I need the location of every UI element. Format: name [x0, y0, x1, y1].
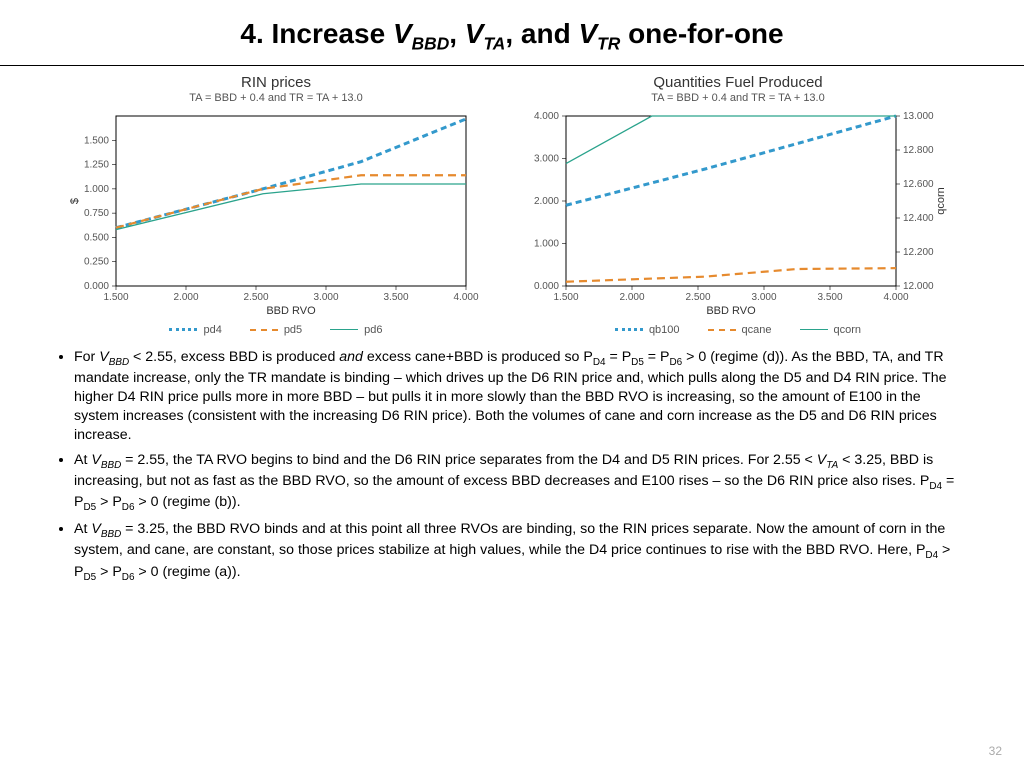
- page-number: 32: [989, 744, 1002, 758]
- svg-text:3.500: 3.500: [817, 292, 842, 303]
- title-sep2: , and: [505, 18, 578, 49]
- legend-item: pd5: [250, 324, 302, 336]
- svg-text:12.200: 12.200: [903, 247, 934, 258]
- svg-text:12.400: 12.400: [903, 213, 934, 224]
- title-s3: TR: [597, 34, 620, 54]
- left-chart-subtitle: TA = BBD + 0.4 and TR = TA + 13.0: [189, 92, 362, 104]
- legend-item: pd4: [169, 324, 221, 336]
- title-v3: V: [578, 18, 597, 49]
- svg-text:qcorn: qcorn: [935, 187, 947, 215]
- bullets-block: For VBBD < 2.55, excess BBD is produced …: [0, 336, 1024, 584]
- title-s2: TA: [483, 34, 505, 54]
- svg-text:2.000: 2.000: [619, 292, 644, 303]
- svg-text:0.250: 0.250: [84, 256, 109, 267]
- legend-swatch: [250, 329, 278, 331]
- svg-text:2.500: 2.500: [685, 292, 710, 303]
- legend-swatch: [708, 329, 736, 331]
- svg-text:0.500: 0.500: [84, 232, 109, 243]
- left-chart-svg: 0.000 0.250 0.500 0.750 1.000 1.250 1.500 1.500…: [66, 108, 486, 318]
- right-chart-subtitle: TA = BBD + 0.4 and TR = TA + 13.0: [651, 92, 824, 104]
- title-rule: [0, 65, 1024, 66]
- title-v2: V: [465, 18, 484, 49]
- bullet-item: For VBBD < 2.55, excess BBD is produced …: [74, 348, 968, 445]
- right-chart-svg: 0.0001.0002.0003.0004.00012.00012.20012.…: [518, 108, 958, 318]
- svg-text:4.000: 4.000: [453, 292, 478, 303]
- bullet-item: At VBBD = 3.25, the BBD RVO binds and at…: [74, 520, 968, 583]
- svg-text:1.500: 1.500: [103, 292, 128, 303]
- svg-text:3.000: 3.000: [313, 292, 338, 303]
- legend-item: qcane: [708, 324, 772, 336]
- right-legend: qb100 qcane qcorn: [615, 324, 861, 336]
- legend-label: pd6: [364, 324, 382, 336]
- right-chart: Quantities Fuel Produced TA = BBD + 0.4 …: [518, 74, 958, 336]
- svg-text:4.000: 4.000: [883, 292, 908, 303]
- svg-text:12.800: 12.800: [903, 145, 934, 156]
- legend-swatch: [330, 329, 358, 330]
- legend-label: pd4: [203, 324, 221, 336]
- svg-text:1.000: 1.000: [84, 183, 109, 194]
- left-legend: pd4 pd5 pd6: [169, 324, 382, 336]
- title-post: one-for-one: [620, 18, 783, 49]
- title-s1: BBD: [412, 34, 450, 54]
- svg-text:1.500: 1.500: [84, 135, 109, 146]
- svg-text:$: $: [69, 198, 81, 204]
- legend-item: qb100: [615, 324, 680, 336]
- legend-item: pd6: [330, 324, 382, 336]
- svg-text:1.000: 1.000: [534, 238, 559, 249]
- title-pre: 4. Increase: [240, 18, 393, 49]
- legend-label: pd5: [284, 324, 302, 336]
- charts-row: RIN prices TA = BBD + 0.4 and TR = TA + …: [0, 74, 1024, 336]
- svg-text:BBD RVO: BBD RVO: [706, 305, 756, 317]
- left-chart-title: RIN prices: [241, 74, 311, 91]
- svg-text:1.250: 1.250: [84, 159, 109, 170]
- left-chart: RIN prices TA = BBD + 0.4 and TR = TA + …: [66, 74, 486, 336]
- svg-text:0.000: 0.000: [534, 281, 559, 292]
- legend-swatch: [169, 328, 197, 331]
- svg-text:3.500: 3.500: [383, 292, 408, 303]
- legend-label: qb100: [649, 324, 680, 336]
- svg-text:0.000: 0.000: [84, 281, 109, 292]
- legend-item: qcorn: [800, 324, 862, 336]
- svg-text:BBD RVO: BBD RVO: [266, 305, 316, 317]
- svg-text:0.750: 0.750: [84, 208, 109, 219]
- svg-text:13.000: 13.000: [903, 111, 934, 122]
- svg-text:2.000: 2.000: [173, 292, 198, 303]
- svg-text:2.000: 2.000: [534, 196, 559, 207]
- svg-text:4.000: 4.000: [534, 111, 559, 122]
- legend-label: qcane: [742, 324, 772, 336]
- right-chart-title: Quantities Fuel Produced: [653, 74, 822, 91]
- svg-text:3.000: 3.000: [534, 153, 559, 164]
- svg-text:12.000: 12.000: [903, 281, 934, 292]
- legend-label: qcorn: [834, 324, 862, 336]
- svg-text:12.600: 12.600: [903, 179, 934, 190]
- slide-title: 4. Increase VBBD, VTA, and VTR one-for-o…: [0, 0, 1024, 65]
- svg-text:1.500: 1.500: [553, 292, 578, 303]
- legend-swatch: [615, 328, 643, 331]
- title-sep1: ,: [449, 18, 465, 49]
- svg-text:2.500: 2.500: [243, 292, 268, 303]
- bullet-item: At VBBD = 2.55, the TA RVO begins to bin…: [74, 451, 968, 514]
- svg-text:3.000: 3.000: [751, 292, 776, 303]
- title-v1: V: [393, 18, 412, 49]
- legend-swatch: [800, 329, 828, 330]
